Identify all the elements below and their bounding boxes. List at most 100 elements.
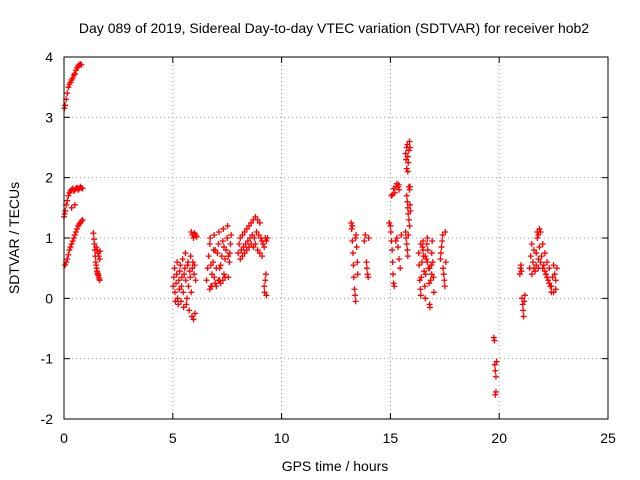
data-point [549,274,556,281]
data-point [529,259,536,266]
data-point [440,265,447,272]
data-point [387,228,394,235]
data-point [418,259,425,266]
data-point [438,244,445,251]
data-point [406,222,413,229]
y-tick-label: 3 [45,109,53,125]
data-point [178,283,185,290]
data-point [173,271,180,278]
data-point [252,213,259,220]
data-point [519,295,526,302]
data-point [220,271,227,278]
data-point [364,271,371,278]
data-point [208,271,215,278]
data-point [79,185,86,192]
data-point [70,72,77,79]
data-point [427,277,434,284]
data-point [72,228,79,235]
data-point [172,298,179,305]
data-point [188,289,195,296]
data-point [176,268,183,275]
data-point [187,274,194,281]
data-point [204,265,211,272]
x-axis-label: GPS time / hours [282,458,389,474]
data-point [398,231,405,238]
data-point [490,334,497,341]
data-point [95,253,102,260]
data-point [97,248,104,255]
data-point [256,250,263,257]
data-point [170,274,177,281]
data-point [541,268,548,275]
data-point [362,231,369,238]
data-point [427,304,434,311]
data-point [428,262,435,269]
data-point [421,268,428,275]
data-point [403,192,410,199]
data-point [263,238,270,245]
data-point [96,256,103,263]
data-point [552,286,559,293]
data-point [417,286,424,293]
y-tick-label: -1 [41,351,54,367]
data-point [430,289,437,296]
data-point [242,241,249,248]
data-point [222,274,229,281]
data-point [424,235,431,241]
data-point [405,210,412,217]
data-point [64,90,71,97]
data-point [241,228,248,235]
data-point [263,292,270,299]
data-point [437,250,444,257]
data-point [440,271,447,278]
data-point [181,265,188,272]
data-point [74,225,81,232]
data-point [252,241,259,248]
data-point [535,231,542,238]
data-point [65,192,72,199]
data-point [527,253,534,260]
data-point [552,277,559,284]
data-point [423,256,430,263]
data-point [353,244,360,251]
data-point [70,235,77,241]
data-point [421,283,428,290]
data-point [206,286,213,293]
data-point [390,271,397,278]
data-point [518,268,525,275]
data-point [226,259,233,266]
data-point [181,271,188,278]
data-point [390,185,397,192]
data-point [62,102,69,109]
data-point [533,250,540,257]
data-point [237,256,244,263]
data-point [539,241,546,248]
chart-title: Day 089 of 2019, Sidereal Day-to-day VTE… [79,20,589,36]
data-point [535,256,542,263]
data-point [220,225,227,232]
data-point [429,238,436,245]
data-point [402,228,409,235]
data-point [441,283,448,290]
data-point [426,280,433,287]
data-point [190,235,197,241]
data-point [215,228,222,235]
data-point [66,247,73,254]
data-point [520,313,527,320]
data-point [416,262,423,269]
data-point [219,277,226,284]
data-point [422,253,429,260]
data-point [68,241,75,248]
data-point [531,247,538,254]
data-point [64,256,71,263]
data-point [404,253,411,260]
data-point [261,289,268,296]
y-axis-label: SDTVAR / TECUs [6,182,22,294]
data-point [388,192,395,199]
data-point [206,241,213,248]
data-point [437,256,444,263]
data-point [521,292,528,299]
data-point [546,280,553,287]
data-point [404,168,411,175]
